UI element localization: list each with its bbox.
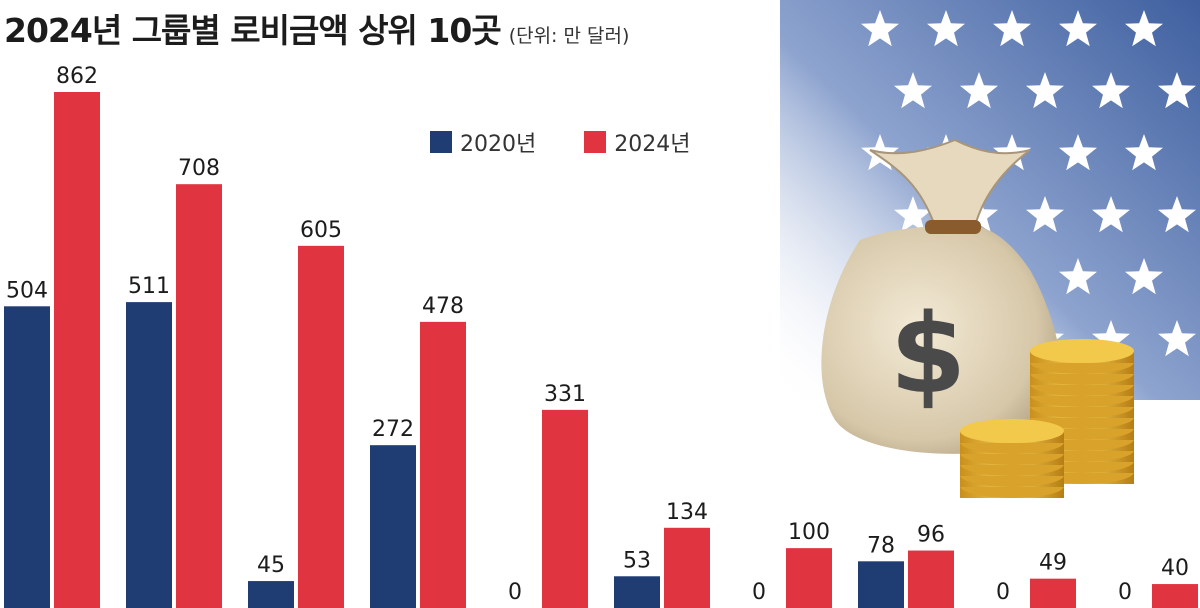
data-label-2024-9: 49 <box>1039 551 1067 576</box>
bar-2024-5 <box>542 409 588 608</box>
flag-star <box>1125 258 1163 295</box>
flag-star <box>1125 10 1163 47</box>
bar-2024-2 <box>176 184 222 608</box>
bar-2024-10 <box>1152 584 1198 608</box>
legend-swatch-2024 <box>584 131 607 153</box>
chart-title: 2024년 그룹별 로비금액 상위 10곳 (단위: 만 달러) <box>4 4 629 52</box>
flag-star <box>993 10 1031 47</box>
bar-2020-4 <box>370 445 416 608</box>
flag-star <box>1092 320 1130 357</box>
flag-star <box>894 196 932 233</box>
data-label-2024-10: 40 <box>1161 556 1189 581</box>
data-label-2020-10: 0 <box>1118 580 1132 605</box>
bar-2024-1 <box>54 92 100 608</box>
flag-star <box>1026 72 1064 109</box>
data-label-2024-2: 708 <box>178 156 220 181</box>
flag-star <box>894 72 932 109</box>
data-label-2020-3: 45 <box>257 553 285 578</box>
data-label-2020-1: 504 <box>6 278 48 303</box>
bar-2024-7 <box>786 548 832 608</box>
flag-star <box>1059 258 1097 295</box>
data-label-2024-1: 862 <box>56 64 98 89</box>
flag-star <box>1059 10 1097 47</box>
data-label-2020-2: 511 <box>128 274 170 299</box>
bar-2024-4 <box>420 321 466 608</box>
dollar-sign-icon: $ <box>890 290 967 418</box>
legend: 2020년 2024년 <box>430 126 738 158</box>
coin-face <box>960 419 1064 443</box>
data-label-2024-4: 478 <box>422 294 464 319</box>
flag-star <box>1158 72 1196 109</box>
flag-star <box>861 10 899 47</box>
data-label-2020-6: 53 <box>623 548 651 573</box>
data-label-2020-5: 0 <box>508 580 522 605</box>
data-label-2020-8: 78 <box>867 533 895 558</box>
gold-coins-icon <box>960 339 1134 498</box>
flag-star <box>1125 134 1163 171</box>
flag-star <box>1158 320 1196 357</box>
data-label-2024-3: 605 <box>300 218 342 243</box>
legend-item-2020: 2020년 <box>430 126 536 158</box>
data-label-2024-7: 100 <box>788 520 830 545</box>
bar-2024-6 <box>664 527 710 608</box>
bar-2024-3 <box>298 245 344 608</box>
data-label-2020-4: 272 <box>372 417 414 442</box>
bar-2020-8 <box>858 561 904 608</box>
legend-item-2024: 2024년 <box>584 126 690 158</box>
bar-2020-6 <box>614 576 660 608</box>
unit-note: (단위: 만 달러) <box>508 25 630 47</box>
title-text: 2024년 그룹별 로비금액 상위 10곳 <box>4 11 502 50</box>
data-label-2024-8: 96 <box>917 523 945 548</box>
flag-star <box>1158 196 1196 233</box>
flag-star <box>1026 196 1064 233</box>
coin-face <box>1030 339 1134 363</box>
legend-label-2020: 2020년 <box>460 132 537 157</box>
data-label-2024-5: 331 <box>544 382 586 407</box>
data-label-2020-7: 0 <box>752 580 766 605</box>
data-label-2024-6: 134 <box>666 500 708 525</box>
bar-2020-2 <box>126 302 172 608</box>
data-label-2020-9: 0 <box>996 580 1010 605</box>
bar-2024-8 <box>908 550 954 608</box>
flag-star <box>1092 72 1130 109</box>
bar-2020-1 <box>4 306 50 608</box>
legend-swatch-2020 <box>430 131 452 153</box>
flag-star <box>1059 134 1097 171</box>
bar-2020-3 <box>248 581 294 608</box>
money-bag-icon: $ <box>821 138 1064 454</box>
flag-star <box>960 72 998 109</box>
flag-star <box>1092 196 1130 233</box>
flag-star <box>927 10 965 47</box>
legend-label-2024: 2024년 <box>614 132 691 157</box>
bar-2024-9 <box>1030 578 1076 608</box>
